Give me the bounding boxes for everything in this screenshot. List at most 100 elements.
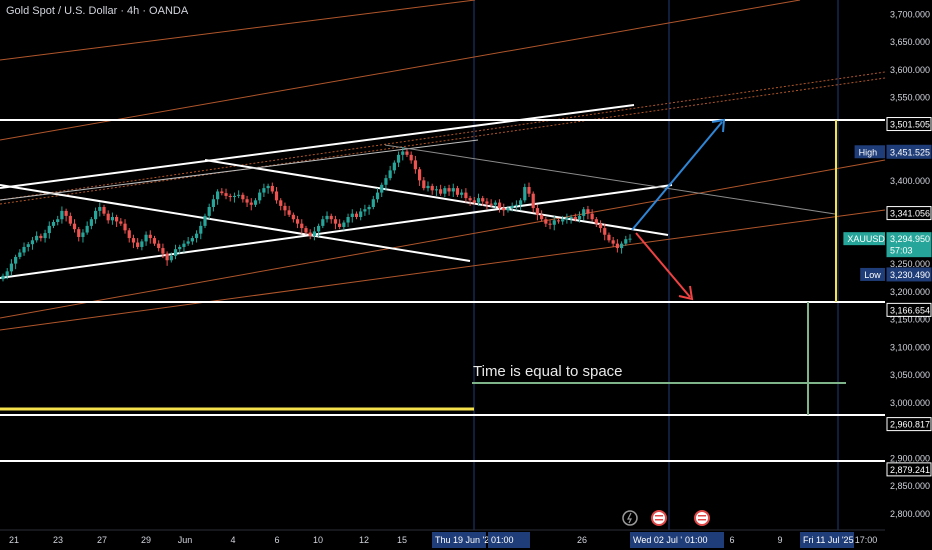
candle-body — [249, 202, 253, 205]
candle-body — [371, 199, 375, 208]
candle-body — [26, 244, 30, 247]
price-label-value: 2,879.241 — [890, 465, 930, 475]
candle-body — [18, 252, 22, 257]
candle-body — [47, 225, 51, 234]
blue-arrow-line — [631, 121, 723, 231]
price-label-value: 3,451.525 — [890, 147, 930, 157]
candle-body — [312, 231, 316, 236]
candle-body — [460, 192, 464, 195]
candle-body — [207, 207, 211, 216]
time-tick-label: 9 — [777, 535, 782, 545]
time-tick-label: 29 — [141, 535, 151, 545]
lightning-icon[interactable] — [622, 510, 638, 526]
candle-body — [594, 219, 598, 224]
price-label-box — [886, 232, 932, 258]
price-label-countdown: 57:03 — [890, 246, 913, 256]
candle-body — [304, 228, 308, 233]
candle-body — [439, 189, 443, 194]
candle-body — [329, 215, 333, 220]
vertical-highlight-lines — [473, 0, 839, 530]
price-tick-label: 2,900.000 — [890, 453, 930, 463]
time-highlight-label: Fri 11 Jul '25 — [803, 535, 854, 545]
white-diag-2 — [204, 159, 669, 236]
candle-body — [384, 178, 388, 185]
candle-body — [333, 219, 338, 224]
candle-body — [241, 194, 245, 200]
candle-body — [127, 230, 131, 239]
time-tick-label: 23 — [53, 535, 63, 545]
candle-body — [561, 219, 565, 222]
candle-body — [375, 192, 380, 200]
candle-body — [14, 256, 18, 264]
candle-body — [9, 263, 14, 272]
time-highlight-label: 01:00 — [491, 535, 514, 545]
price-label-box — [886, 206, 932, 221]
candle-body — [422, 180, 426, 189]
candle-body — [540, 214, 544, 220]
candle-body — [346, 216, 350, 223]
time-tick-label: 26 — [577, 535, 587, 545]
time-highlight-box — [800, 532, 854, 548]
price-tag-box — [843, 232, 885, 246]
time-tick-label: 17:00 — [855, 535, 878, 545]
candle-body — [186, 241, 190, 244]
candle-body — [527, 187, 531, 194]
candle-body — [165, 253, 169, 261]
candle-body — [253, 200, 258, 205]
candle-body — [489, 203, 493, 205]
candle-body — [321, 219, 325, 226]
candle-body — [287, 210, 291, 215]
candle-body — [586, 209, 590, 214]
price-tick-label: 3,600.000 — [890, 65, 930, 75]
candle-body — [565, 218, 569, 220]
price-label-value: 3,166.654 — [890, 305, 930, 315]
candle-body — [161, 248, 165, 254]
candle-body — [342, 222, 346, 227]
candle-body — [569, 216, 573, 219]
price-label-box — [886, 462, 932, 477]
price-tag-label: High — [859, 147, 878, 157]
event-icons[interactable] — [622, 510, 710, 526]
candle-body — [485, 201, 489, 204]
white-thin-diag — [0, 139, 479, 201]
candle-body — [481, 198, 485, 202]
candle-body — [582, 209, 586, 216]
candle-body — [262, 188, 266, 193]
candle-body — [598, 223, 603, 229]
candle-body — [182, 243, 186, 247]
candle-body — [325, 215, 329, 220]
candle-body — [245, 199, 249, 203]
price-tick-label: 3,550.000 — [890, 93, 930, 103]
candle-body — [77, 229, 81, 237]
us-flag-icon[interactable] — [694, 510, 710, 526]
time-tick-label: 6 — [729, 535, 734, 545]
price-tick-label: 3,050.000 — [890, 370, 930, 380]
price-label-value: 3,294.950 — [890, 234, 930, 244]
candle-body — [291, 214, 295, 220]
candle-body — [89, 219, 93, 226]
price-label-box — [886, 267, 932, 282]
candle-body — [51, 221, 56, 226]
candle-body — [573, 216, 577, 220]
candle-body — [590, 213, 594, 220]
candle-body — [317, 225, 321, 232]
orange-trendline-3 — [0, 71, 886, 201]
candle-body — [363, 209, 367, 212]
candle-body — [194, 233, 199, 239]
candle-body — [468, 198, 472, 201]
us-flag-icon[interactable] — [651, 510, 667, 526]
candle-body — [514, 204, 518, 206]
price-tick-label: 3,700.000 — [890, 9, 930, 19]
annotation-text: Time is equal to space — [473, 363, 623, 380]
candle-body — [497, 202, 502, 209]
candle-body — [531, 193, 535, 209]
candle-body — [405, 151, 409, 155]
candle-body — [493, 202, 497, 205]
orange-trendline-2 — [0, 0, 801, 141]
candle-body — [476, 198, 481, 203]
time-highlight-box — [682, 532, 724, 548]
red-arrow-line — [635, 232, 691, 298]
price-tag-box — [854, 145, 885, 159]
